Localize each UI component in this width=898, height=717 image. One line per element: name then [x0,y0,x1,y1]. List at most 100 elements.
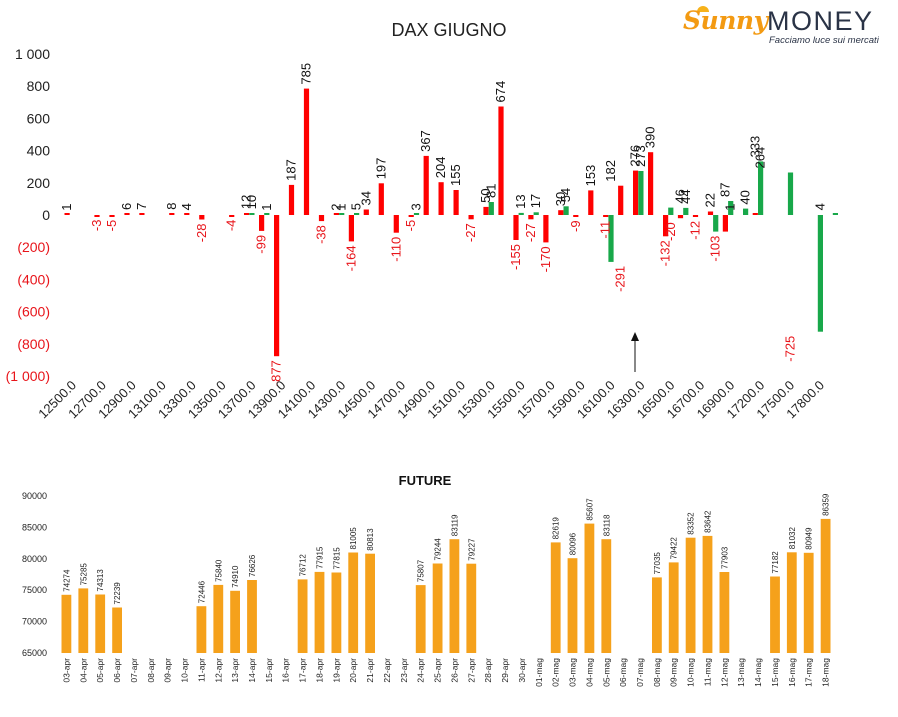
y-tick-label: 400 [27,143,51,159]
y-tick-label: 0 [42,207,50,223]
value-label: 17 [528,194,543,208]
future-bar [213,584,224,653]
future-y-tick-label: 70000 [22,617,47,627]
red-bar [483,206,489,215]
value-labels-layer: 1-3 -56 7 8 4-28 -41210-991-877187785-3821-16… [59,63,827,386]
value-label: 12 [239,195,254,209]
future-x-tick-label: 30-apr [517,658,527,683]
green-bar [817,215,823,332]
future-value-label: 83642 [704,510,713,533]
future-x-tick-label: 03-apr [61,658,71,683]
future-bar [719,572,730,653]
future-x-tick-label: 21-apr [365,658,375,683]
value-label: -27 [523,223,538,242]
logo-tagline: Facciamo luce sui mercati [769,35,879,46]
future-value-label: 83119 [450,514,459,536]
future-x-tick-label: 07-mag [635,658,645,687]
future-x-tick-label: 25-apr [433,658,443,683]
future-bar [432,563,443,653]
red-bar [408,215,414,217]
value-label: -725 [783,336,798,362]
future-x-tick-label: 15-apr [264,658,274,683]
value-label: 30 [553,192,568,206]
value-label: 40 [738,190,753,204]
future-value-label: 81032 [788,527,797,550]
red-bar [498,106,504,215]
green-bar [787,172,794,215]
future-x-tick-label: 13-apr [230,658,240,683]
arrow-annotation [631,332,639,372]
future-x-tick-label: 16-apr [281,658,291,683]
green-bar [533,212,539,215]
red-bar [648,152,654,215]
future-bar [196,606,207,653]
red-bar [169,213,175,215]
green-bar [488,202,494,215]
future-value-label: 80813 [366,528,375,551]
green-bar [518,212,524,215]
red-bar [244,213,250,215]
future-x-tick-label: 27-apr [466,658,476,683]
value-label: 44 [678,189,693,203]
value-label: 2 [328,203,343,210]
future-value-label: 79227 [467,538,476,561]
future-x-tick-label: 14-mag [753,658,763,687]
value-label: 13 [513,194,528,208]
value-label: 153 [583,165,598,187]
value-label: 10 [244,195,259,209]
value-label: -38 [314,225,329,244]
future-value-label: 74274 [62,569,71,592]
value-label: 34 [358,191,373,205]
y-tick-label: 600 [27,110,51,126]
future-value-label: 79422 [670,537,679,560]
future-value-label: 77182 [771,551,780,574]
future-x-tick-label: 29-apr [500,658,510,683]
red-bar [468,215,474,220]
value-label: -12 [688,221,703,240]
value-label: -877 [269,360,284,386]
future-x-tick-label: 11-mag [703,658,713,686]
future-bar [567,558,578,653]
value-label: 87 [717,183,732,197]
value-label: 785 [299,63,314,85]
value-label: 1 [334,204,349,211]
future-x-tick-label: 11-apr [196,658,206,682]
red-bar [423,155,429,215]
future-value-label: 74313 [96,569,105,592]
future-bar [331,572,342,653]
red-bar [677,215,684,219]
red-bar [318,215,325,222]
future-bars-layer: 74274 75285 74313 72239 72446 75840 74910 76626… [61,493,831,653]
green-bar [264,213,270,215]
value-label: -5 [403,220,418,232]
future-bar [584,523,595,653]
y-tick-label: (200) [17,239,50,255]
y-tick-label: 1 000 [15,46,50,62]
future-x-tick-label: 12-mag [719,658,729,687]
future-bar [314,571,325,653]
value-label: 1 [723,204,738,211]
value-label: -5 [104,220,119,232]
value-label: -4 [224,220,239,232]
future-bar [786,552,797,653]
value-label: -3 [89,220,104,232]
red-bar [618,185,624,215]
value-label: 264 [753,147,768,169]
future-value-label: 74910 [231,565,240,588]
future-value-label: 85607 [585,498,594,521]
value-label: 5 [349,203,364,210]
future-bar [770,576,780,653]
value-label: -27 [463,223,478,242]
red-bar [378,183,384,215]
future-x-tick-label: 01-mag [534,658,544,687]
red-bar [288,184,295,215]
red-bar [109,215,115,217]
future-x-tick-label: 07-apr [129,658,139,683]
future-x-tick-label: 08-mag [652,658,662,687]
future-bar [247,580,257,653]
future-x-tick-label: 09-mag [669,658,679,687]
value-label: 4 [179,203,194,210]
red-bar [393,215,399,233]
future-bar [365,553,375,653]
future-value-label: 75840 [214,559,223,582]
